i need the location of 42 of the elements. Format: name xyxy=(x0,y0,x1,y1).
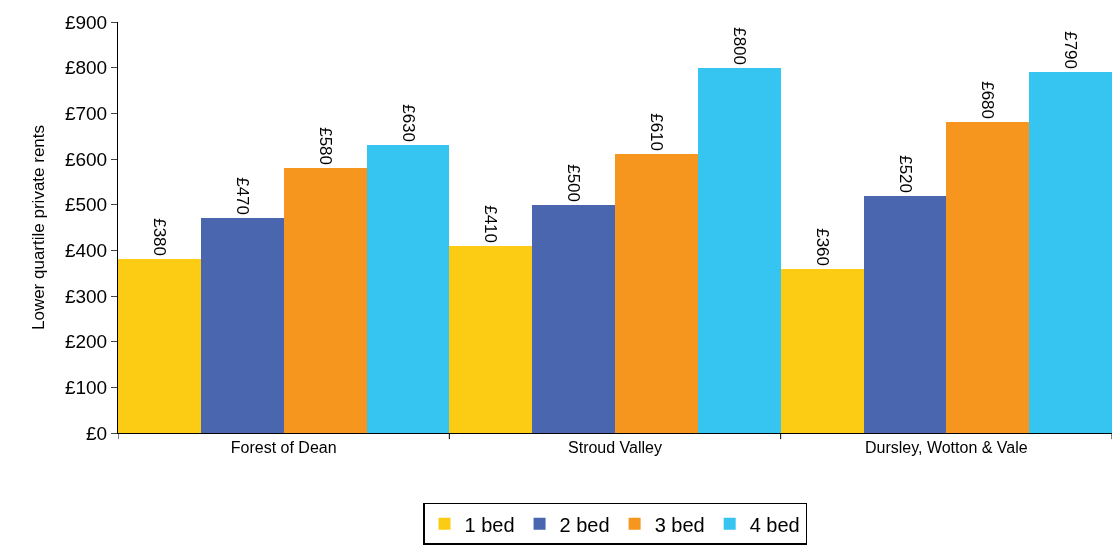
bar xyxy=(1029,72,1112,433)
bar xyxy=(201,218,284,433)
y-tick-label: £500 xyxy=(64,194,108,216)
data-label: £470 xyxy=(233,177,252,215)
y-tick-label: £300 xyxy=(64,285,108,307)
x-tick-label: Dursley, Wotton & Vale xyxy=(864,439,1028,457)
y-tick-label: £0 xyxy=(86,422,108,444)
legend-label: 2 bed xyxy=(559,513,610,536)
data-label: £800 xyxy=(730,27,749,65)
bar xyxy=(118,259,201,433)
y-tick-label: £800 xyxy=(64,57,108,79)
y-tick-label: £900 xyxy=(64,11,108,33)
y-axis-title: Lower quartile private rents xyxy=(29,124,49,331)
bar xyxy=(946,122,1029,433)
bar xyxy=(698,68,781,433)
bar xyxy=(449,246,532,433)
y-tick-label: £700 xyxy=(64,102,108,124)
bar xyxy=(615,154,698,433)
data-label: £520 xyxy=(895,155,915,193)
data-label: £610 xyxy=(647,113,666,151)
data-label: £380 xyxy=(150,218,169,256)
bar xyxy=(367,145,449,433)
data-label: £580 xyxy=(316,127,335,165)
data-label: £630 xyxy=(398,104,418,142)
bar xyxy=(532,205,615,433)
data-label: £360 xyxy=(813,228,832,266)
bar xyxy=(864,196,946,433)
data-label: £790 xyxy=(1061,31,1080,69)
data-label: £410 xyxy=(481,205,500,243)
legend-label: 3 bed xyxy=(654,513,705,536)
data-label: £500 xyxy=(564,164,583,202)
x-tick-label: Forest of Dean xyxy=(230,439,337,457)
legend-label: 1 bed xyxy=(464,513,515,536)
x-tick-label: Stroud Valley xyxy=(568,439,662,457)
y-tick-label: £400 xyxy=(64,239,108,261)
y-tick-label: £600 xyxy=(64,148,108,170)
bar xyxy=(781,269,864,433)
data-label: £680 xyxy=(978,81,997,119)
legend-label: 4 bed xyxy=(749,513,800,536)
bar xyxy=(284,168,367,433)
y-tick-label: £100 xyxy=(64,376,108,398)
y-tick-label: £200 xyxy=(64,331,108,353)
